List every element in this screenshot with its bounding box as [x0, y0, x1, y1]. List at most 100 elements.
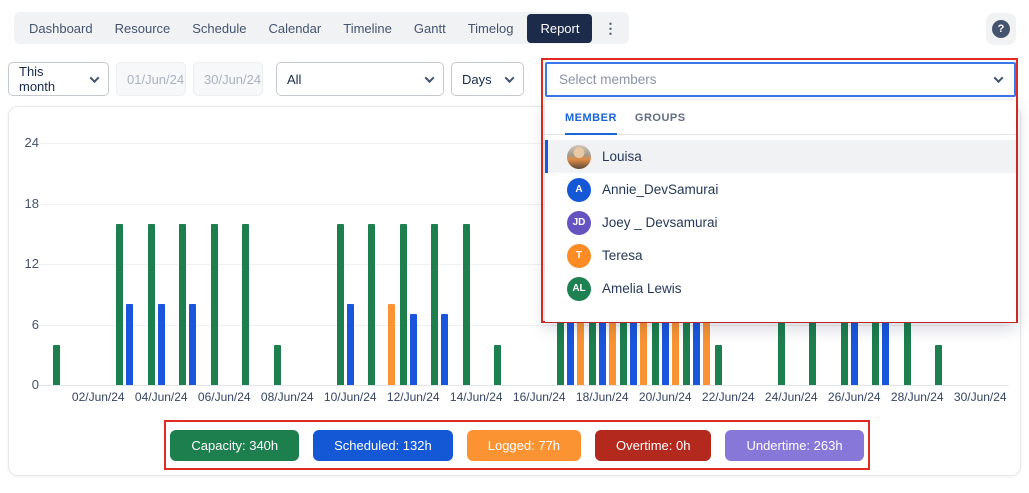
x-axis-label: 02/Jun/24: [63, 390, 133, 404]
x-axis-label: 04/Jun/24: [126, 390, 196, 404]
bar-capacity-day3: [116, 224, 123, 385]
members-tab-member[interactable]: MEMBER: [565, 112, 617, 135]
x-axis-label: 26/Jun/24: [819, 390, 889, 404]
bar-scheduled-day5: [189, 304, 196, 385]
member-initials-avatar: T: [567, 244, 591, 268]
bar-scheduled-day4: [158, 304, 165, 385]
x-axis-label: 14/Jun/24: [441, 390, 511, 404]
x-axis-label: 30/Jun/24: [945, 390, 1015, 404]
tab-timelog[interactable]: Timelog: [457, 21, 525, 36]
gridline-0: [39, 385, 1009, 386]
legend-annotation-box: Capacity: 340h Scheduled: 132h Logged: 77h…: [164, 420, 870, 470]
tab-schedule[interactable]: Schedule: [181, 21, 257, 36]
tab-report[interactable]: Report: [527, 14, 592, 43]
x-axis-label: 18/Jun/24: [567, 390, 637, 404]
members-dropdown-panel: MEMBER GROUPS Louisa A Annie_DevSamurai JD Jo…: [545, 100, 1016, 322]
legend-pill-scheduled[interactable]: Scheduled: 132h: [313, 430, 453, 461]
chevron-down-icon: [90, 73, 100, 83]
legend-pills-container: Capacity: 340h Scheduled: 132h Logged: 77h…: [170, 430, 863, 461]
bar-logged-day11: [388, 304, 395, 385]
x-axis-label: 24/Jun/24: [756, 390, 826, 404]
member-option[interactable]: AL Amelia Lewis: [545, 272, 1016, 305]
y-axis-label: 18: [13, 196, 39, 211]
legend-pill-undertime[interactable]: Undertime: 263h: [725, 430, 863, 461]
bar-capacity-day15: [494, 345, 501, 385]
tab-dashboard[interactable]: Dashboard: [18, 21, 104, 36]
help-button[interactable]: ?: [986, 13, 1016, 45]
bar-capacity-day29: [935, 345, 942, 385]
x-axis-label: 16/Jun/24: [504, 390, 574, 404]
scope-select[interactable]: All: [276, 62, 444, 96]
member-initials-avatar: A: [567, 178, 591, 202]
bar-scheduled-day10: [347, 304, 354, 385]
tab-resource[interactable]: Resource: [104, 21, 182, 36]
members-list: Louisa A Annie_DevSamurai JD Joey _ Devsamur…: [545, 140, 1016, 305]
x-axis-label: 12/Jun/24: [378, 390, 448, 404]
bar-capacity-day11: [368, 224, 375, 385]
period-select[interactable]: This month: [8, 62, 109, 96]
y-axis-label: 6: [13, 317, 39, 332]
bar-scheduled-day12: [410, 314, 417, 385]
view-tabbar: DashboardResourceScheduleCalendarTimelin…: [14, 12, 629, 44]
member-name: Annie_DevSamurai: [602, 182, 718, 197]
bar-scheduled-day3: [126, 304, 133, 385]
granularity-select[interactable]: Days: [451, 62, 524, 96]
bar-capacity-day22: [715, 345, 722, 385]
date-from-value: 01/Jun/24: [127, 72, 184, 87]
legend-pill-logged[interactable]: Logged: 77h: [467, 430, 581, 461]
x-axis-label: 06/Jun/24: [189, 390, 259, 404]
bar-capacity-day4: [148, 224, 155, 385]
y-axis-label: 0: [13, 377, 39, 392]
member-name: Teresa: [602, 248, 643, 263]
member-name: Amelia Lewis: [602, 281, 682, 296]
y-axis-label: 24: [13, 135, 39, 150]
bar-capacity-day10: [337, 224, 344, 385]
date-to-input[interactable]: 30/Jun/24: [193, 62, 263, 96]
more-menu-button[interactable]: ⋮: [595, 20, 625, 37]
members-dropdown-tabs: MEMBER GROUPS: [545, 100, 1016, 135]
tab-gantt[interactable]: Gantt: [403, 21, 457, 36]
bar-capacity-day1: [53, 345, 60, 385]
legend-pill-overtime[interactable]: Overtime: 0h: [595, 430, 711, 461]
bar-capacity-day5: [179, 224, 186, 385]
bar-capacity-day7: [242, 224, 249, 385]
bar-scheduled-day13: [441, 314, 448, 385]
chevron-down-icon: [425, 73, 435, 83]
member-option[interactable]: A Annie_DevSamurai: [545, 173, 1016, 206]
bar-capacity-day6: [211, 224, 218, 385]
x-axis-label: 28/Jun/24: [882, 390, 952, 404]
help-icon: ?: [992, 20, 1010, 38]
x-axis-label: 08/Jun/24: [252, 390, 322, 404]
scope-select-value: All: [287, 72, 301, 87]
bar-capacity-day8: [274, 345, 281, 385]
x-axis-label: 10/Jun/24: [315, 390, 385, 404]
date-from-input[interactable]: 01/Jun/24: [116, 62, 186, 96]
tab-timeline[interactable]: Timeline: [332, 21, 403, 36]
select-members-placeholder: Select members: [559, 72, 657, 87]
member-option[interactable]: Louisa: [545, 140, 1016, 173]
bar-capacity-day14: [463, 224, 470, 385]
x-axis-label: 22/Jun/24: [693, 390, 763, 404]
bar-capacity-day13: [431, 224, 438, 385]
report-page: DashboardResourceScheduleCalendarTimelin…: [0, 0, 1029, 493]
select-members-input[interactable]: Select members: [545, 62, 1016, 97]
member-photo-avatar: [567, 145, 591, 169]
granularity-select-value: Days: [462, 72, 492, 87]
member-option[interactable]: JD Joey _ Devsamurai: [545, 206, 1016, 239]
period-select-value: This month: [19, 64, 83, 94]
nav-tabs-container: DashboardResourceScheduleCalendarTimelin…: [18, 14, 595, 43]
member-option[interactable]: T Teresa: [545, 239, 1016, 272]
x-axis-label: 20/Jun/24: [630, 390, 700, 404]
member-name: Louisa: [602, 149, 642, 164]
member-initials-avatar: JD: [567, 211, 591, 235]
tab-calendar[interactable]: Calendar: [257, 21, 332, 36]
chevron-down-icon: [505, 73, 515, 83]
date-to-value: 30/Jun/24: [204, 72, 261, 87]
member-initials-avatar: AL: [567, 277, 591, 301]
member-name: Joey _ Devsamurai: [602, 215, 718, 230]
chevron-down-icon: [994, 73, 1004, 83]
bar-capacity-day12: [400, 224, 407, 385]
members-tab-groups[interactable]: GROUPS: [635, 112, 686, 134]
legend-pill-capacity[interactable]: Capacity: 340h: [170, 430, 299, 461]
y-axis-label: 12: [13, 256, 39, 271]
